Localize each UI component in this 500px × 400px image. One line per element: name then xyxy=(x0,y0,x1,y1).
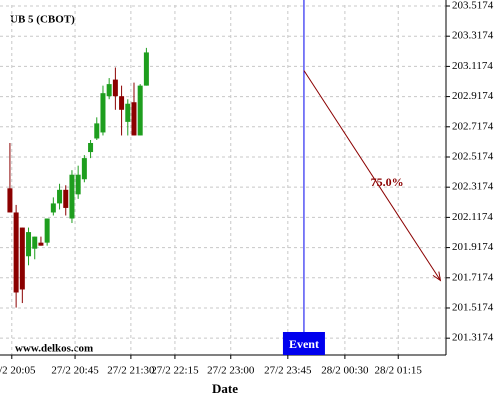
candle-body xyxy=(112,79,118,97)
y-tick-label: 202.5174 xyxy=(452,151,494,163)
x-tick-label: 28/2 01:15 xyxy=(375,365,423,377)
y-tick-label: 203.3174 xyxy=(452,30,494,42)
candle-body xyxy=(94,123,100,139)
candle-body xyxy=(69,174,75,219)
candle-body xyxy=(32,236,38,249)
projection-arrow xyxy=(303,70,441,281)
event-box xyxy=(282,332,325,355)
candle-body xyxy=(81,158,87,180)
candle-body xyxy=(63,189,69,208)
x-tick-label: 27/2 23:00 xyxy=(207,365,255,377)
y-tick-label: 201.9174 xyxy=(452,241,494,253)
y-tick-label: 203.5174 xyxy=(452,0,494,12)
candle-body xyxy=(19,227,25,290)
y-tick-label: 201.3174 xyxy=(452,332,494,344)
candle-body xyxy=(143,52,149,86)
candle-body xyxy=(44,218,50,243)
x-tick-label: 27/2 20:45 xyxy=(51,365,99,377)
x-tick-label: 27/2 23:45 xyxy=(264,365,312,377)
x-tick-label: 27/2 20:05 xyxy=(0,365,36,377)
candle-body xyxy=(125,103,131,122)
candle-body xyxy=(50,203,56,213)
y-tick-label: 203.1174 xyxy=(452,60,493,72)
y-tick-label: 201.7174 xyxy=(452,271,494,283)
arrow-head xyxy=(432,271,442,282)
arrow-label: 75.0% xyxy=(371,175,404,189)
candle-body xyxy=(7,188,13,213)
candle-body xyxy=(106,84,112,97)
candle-body xyxy=(131,102,137,136)
y-tick-label: 202.9174 xyxy=(452,90,494,102)
candle-body xyxy=(38,242,44,246)
x-tick-label: 28/2 00:30 xyxy=(321,365,369,377)
candle-body xyxy=(88,143,94,153)
candle-body xyxy=(137,85,143,136)
y-tick-label: 202.1174 xyxy=(452,211,493,223)
y-tick-label: 202.7174 xyxy=(452,120,494,132)
watermark: www.delkos.com xyxy=(15,343,93,355)
y-tick-label: 202.3174 xyxy=(452,181,494,193)
event-label: Event xyxy=(289,337,319,351)
candle-body xyxy=(75,174,81,195)
candle-body xyxy=(13,212,19,293)
x-tick-label: 27/2 21:30 xyxy=(107,365,155,377)
y-tick-label: 201.5174 xyxy=(452,302,494,314)
x-tick-label: 27/2 22:15 xyxy=(151,365,199,377)
x-axis-label: Date xyxy=(212,381,238,396)
candle-body xyxy=(26,232,32,257)
chart-title: UB 5 (CBOT) xyxy=(10,14,75,26)
candle-body xyxy=(119,96,125,110)
candle-body xyxy=(100,93,106,133)
candle-body xyxy=(57,189,63,204)
